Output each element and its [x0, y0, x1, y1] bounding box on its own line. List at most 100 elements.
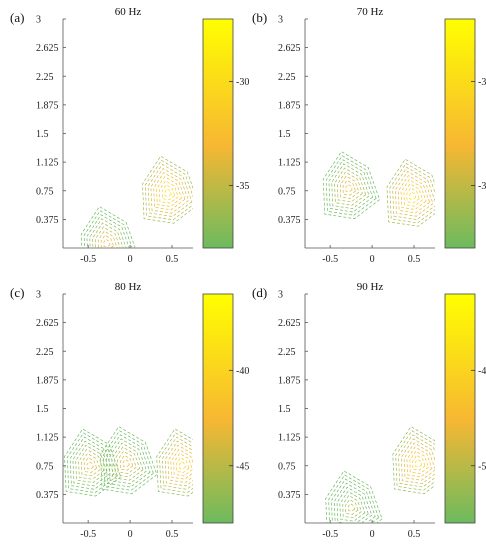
x-tick-label: 0.5: [166, 254, 179, 265]
contour-area: [322, 151, 435, 227]
colorbar-tick-label: -40: [236, 366, 249, 377]
contour-line: [75, 444, 108, 483]
contour-line: [103, 238, 111, 248]
y-tick-label: 2.25: [36, 72, 54, 83]
contour-line: [345, 183, 353, 193]
colorbar-tick-label: -50: [478, 461, 486, 472]
contour-line: [395, 171, 434, 217]
contour-area: [80, 155, 193, 248]
contour-line: [114, 446, 141, 478]
contour-feature: [386, 158, 435, 227]
contour-line: [406, 187, 420, 204]
contour-line: [328, 159, 374, 213]
contour-line: [159, 432, 193, 493]
y-tick-label: 1.875: [36, 100, 59, 111]
contour-line: [395, 430, 435, 491]
contour-feature: [80, 206, 136, 248]
contour-line: [164, 440, 193, 487]
panel-title: 70 Hz: [357, 6, 384, 18]
y-tick-label: 0.375: [278, 215, 301, 226]
contour-line: [105, 434, 151, 488]
contour-line: [167, 444, 193, 483]
contour-line: [156, 428, 193, 497]
contour-line: [334, 167, 367, 206]
y-tick-label: 0.75: [278, 461, 296, 472]
contour-line: [325, 470, 383, 523]
y-tick-label: 1.5: [278, 129, 291, 140]
contour-line: [119, 454, 134, 471]
contour-feature: [392, 426, 435, 495]
contour-line: [328, 474, 380, 523]
contour-line: [333, 482, 373, 523]
y-tick-label: 2.625: [278, 43, 301, 54]
contour-feature: [325, 470, 383, 523]
contour-line: [176, 457, 190, 473]
contour-line: [64, 428, 122, 497]
contour-line: [406, 446, 433, 478]
colorbar-tick-label: -45: [478, 366, 486, 377]
y-tick-label: 1.125: [278, 433, 301, 444]
y-tick-label: 0.75: [278, 186, 296, 197]
y-tick-label: 3: [36, 15, 41, 26]
contour-line: [117, 450, 137, 474]
contour-feature: [100, 426, 158, 495]
contour-line: [178, 461, 186, 470]
y-tick-label: 1.875: [278, 100, 301, 111]
contour-line: [403, 442, 435, 481]
contour-line: [111, 442, 144, 481]
contour-line: [83, 457, 98, 473]
contour-line: [100, 234, 114, 248]
panel-1: (a) 60 Hz 3 2.625 2.25 1.875 1.5 1.125 0.75 0.375…: [10, 6, 249, 265]
contour-line: [83, 210, 133, 248]
x-tick-label: 0.5: [408, 254, 421, 265]
y-tick-label: 1.5: [36, 129, 49, 140]
colorbar-frame: [444, 293, 476, 524]
contour-line: [164, 188, 172, 197]
y-tick-label: 0.75: [36, 186, 54, 197]
contour-line: [409, 450, 429, 474]
contour-line: [347, 503, 356, 512]
contour-line: [170, 448, 193, 480]
contour-line: [78, 448, 105, 480]
y-tick-label: 2.25: [278, 347, 296, 358]
contour-line: [156, 176, 183, 207]
y-tick-label: 3: [36, 290, 41, 301]
y-tick-label: 2.625: [36, 43, 59, 54]
contour-line: [162, 436, 193, 490]
contour-line: [94, 226, 121, 248]
contour-line: [81, 453, 101, 477]
contour-line: [102, 430, 154, 491]
y-tick-label: 1.5: [278, 404, 291, 415]
x-tick-label: -0.5: [80, 254, 96, 265]
contour-line: [325, 155, 377, 216]
contour-line: [342, 179, 356, 196]
contour-line: [389, 162, 435, 224]
panel-4: (d) 90 Hz 3 2.625 2.25 1.875 1.5 1.125 0.75 0.375…: [252, 281, 486, 540]
contour-line: [108, 438, 147, 484]
y-tick-label: 2.625: [36, 318, 59, 329]
contour-line: [415, 458, 423, 468]
y-tick-label: 1.5: [36, 404, 49, 415]
panel-2: (b) 70 Hz 3 2.625 2.25 1.875 1.5 1.125 0.75 0.375…: [252, 6, 486, 265]
contour-line: [386, 158, 435, 227]
y-tick-label: 0.75: [36, 461, 54, 472]
contour-line: [161, 184, 176, 201]
colorbar-frame: [202, 18, 234, 249]
contour-line: [80, 206, 136, 248]
contour-feature: [322, 151, 381, 220]
y-tick-label: 2.25: [278, 72, 296, 83]
contour-line: [403, 183, 424, 207]
panel-title: 60 Hz: [115, 6, 142, 18]
contour-line: [336, 171, 363, 203]
y-tick-label: 0.375: [36, 490, 59, 501]
contour-line: [153, 172, 186, 211]
colorbar-frame: [444, 18, 476, 249]
y-tick-label: 0.375: [278, 490, 301, 501]
contour-line: [400, 179, 427, 210]
y-tick-label: 1.125: [36, 433, 59, 444]
y-tick-label: 3: [278, 290, 283, 301]
contour-line: [150, 168, 189, 214]
contour-line: [100, 426, 158, 495]
contour-line: [345, 499, 359, 515]
